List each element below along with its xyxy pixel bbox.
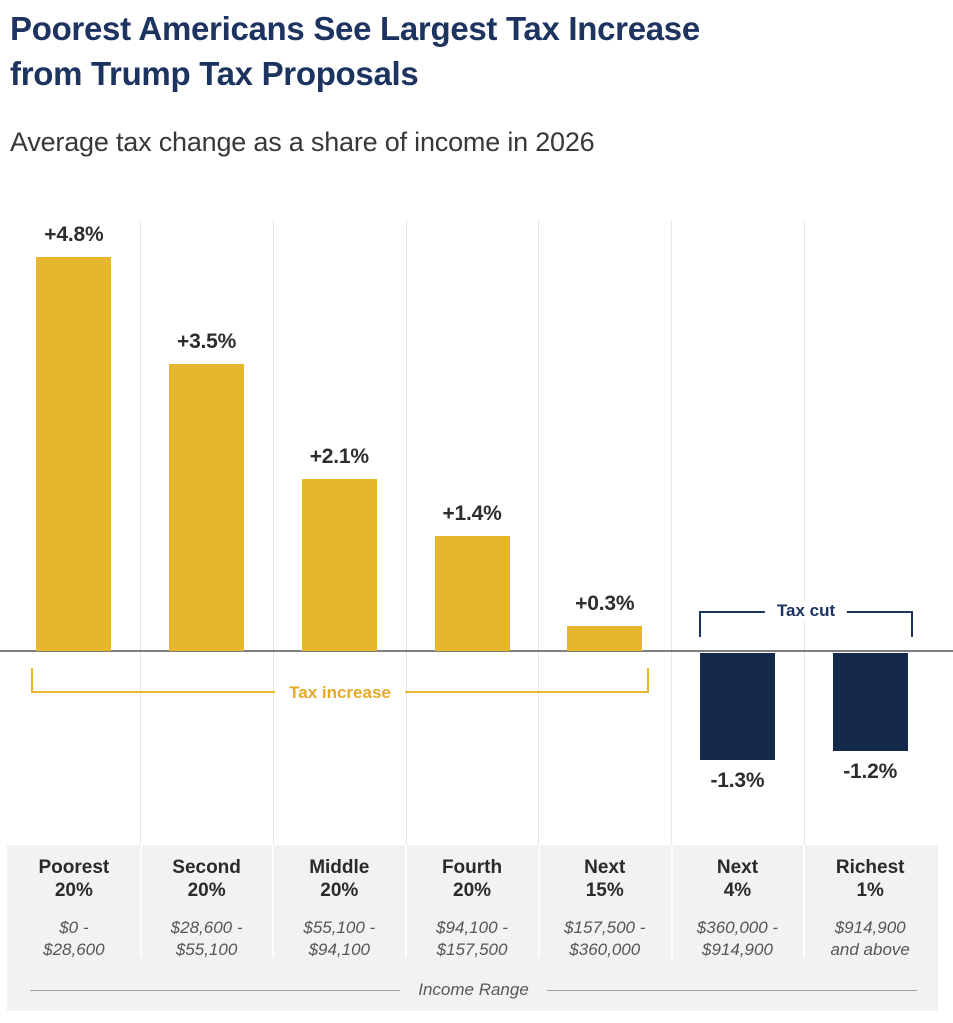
category-income-range: $914,900 and above xyxy=(830,918,910,959)
category-income-range: $55,100 - $94,100 xyxy=(303,918,376,959)
panel-column-separator xyxy=(139,845,142,958)
bar-next-4 xyxy=(699,653,775,760)
category-name: Fourth 20% xyxy=(441,857,503,901)
panel-column-separator xyxy=(272,845,275,958)
category-label-block: Poorest 20% $0 - $28,600 xyxy=(8,856,141,961)
bar-value-label: +3.5% xyxy=(177,330,237,353)
panel-column-separator xyxy=(537,845,540,958)
column-gridline xyxy=(405,220,407,845)
panel-column-separator xyxy=(405,845,408,958)
bar-fourth-20 xyxy=(434,536,510,651)
panel-column-separator xyxy=(670,845,673,958)
xaxis-label: Income Range xyxy=(418,980,529,999)
category-income-range: $360,000 - $914,900 xyxy=(696,918,779,959)
category-name: Second 20% xyxy=(172,857,241,901)
chart-subtitle: Average tax change as a share of income … xyxy=(10,127,595,157)
column-gridline xyxy=(538,220,540,845)
tax-increase-label: Tax increase xyxy=(275,683,405,703)
category-income-range: $94,100 - $157,500 xyxy=(436,918,508,959)
category-name: Richest 1% xyxy=(835,857,905,901)
category-income-range: $28,600 - $55,100 xyxy=(170,918,243,959)
bar-value-label: +4.8% xyxy=(44,223,104,247)
column-gridline xyxy=(671,220,673,845)
xaxis-line-left xyxy=(30,989,401,991)
chart-title-line2: from Trump Tax Proposals xyxy=(10,55,419,92)
bar-poorest-20 xyxy=(36,257,112,651)
category-income-range: $157,500 - $360,000 xyxy=(564,918,646,959)
bar-middle-20 xyxy=(301,478,377,651)
category-name: Next 15% xyxy=(584,857,626,901)
chart-title-line1: Poorest Americans See Largest Tax Increa… xyxy=(10,10,700,47)
category-label-block: Fourth 20% $94,100 - $157,500 xyxy=(406,856,539,961)
category-label-block: Next 15% $157,500 - $360,000 xyxy=(538,856,671,961)
category-panel-background xyxy=(7,845,938,1011)
column-gridline xyxy=(803,220,805,845)
bar-richest-1 xyxy=(832,653,908,752)
bar-value-label: -1.3% xyxy=(710,768,765,792)
xaxis-line-right xyxy=(546,989,918,991)
category-label-block: Second 20% $28,600 - $55,100 xyxy=(140,856,273,961)
category-label-block: Next 4% $360,000 - $914,900 xyxy=(671,856,804,961)
tax-cut-label: Tax cut xyxy=(764,601,848,621)
category-name: Next 4% xyxy=(716,857,759,901)
category-name: Middle 20% xyxy=(309,857,370,901)
tax-increase-bracket: Tax increase xyxy=(31,668,649,703)
chart-title: Poorest Americans See Largest Tax Increa… xyxy=(10,6,700,96)
xaxis-label-row: Income Range xyxy=(30,978,918,1002)
bar-value-label: +0.3% xyxy=(575,592,635,616)
bar-next-15 xyxy=(567,626,643,651)
category-income-range: $0 - $28,600 xyxy=(43,918,105,959)
bar-value-label: +2.1% xyxy=(309,444,369,468)
column-gridline xyxy=(140,220,142,845)
category-label-block: Richest 1% $914,900 and above xyxy=(804,856,937,961)
bar-second-20 xyxy=(169,364,245,651)
category-name: Poorest 20% xyxy=(38,857,110,901)
bar-value-label: -1.2% xyxy=(843,760,898,784)
tax-cut-bracket: Tax cut xyxy=(699,601,913,637)
bar-value-label: +1.4% xyxy=(442,502,502,526)
panel-column-separator xyxy=(803,845,806,958)
zero-axis-line xyxy=(0,650,953,652)
column-gridline xyxy=(272,220,274,845)
category-label-block: Middle 20% $55,100 - $94,100 xyxy=(273,856,406,961)
